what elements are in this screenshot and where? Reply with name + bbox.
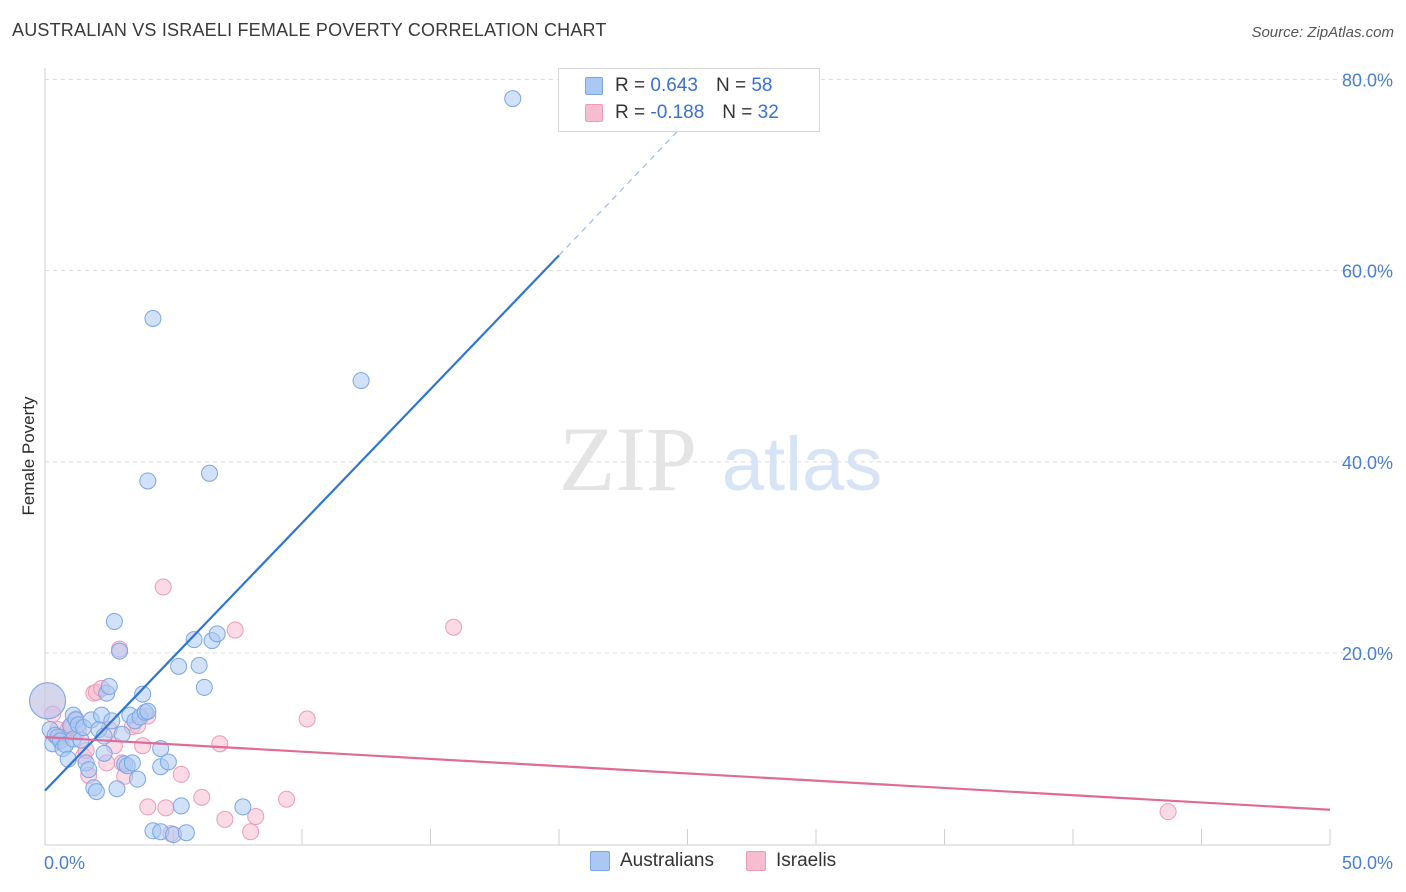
israelis-trend-line bbox=[44, 736, 1331, 811]
australians-trend-line bbox=[44, 254, 560, 792]
australians-point bbox=[95, 744, 113, 762]
israelis-point bbox=[157, 799, 175, 817]
x-tick-labels: 0.0% 50.0% bbox=[44, 853, 1393, 873]
australians-point bbox=[172, 797, 190, 815]
watermark-atlas: atlas bbox=[722, 422, 883, 507]
series-legend: Australians Israelis bbox=[590, 850, 868, 872]
israelis-point bbox=[211, 735, 229, 753]
chart-title: AUSTRALIAN VS ISRAELI FEMALE POVERTY COR… bbox=[12, 20, 607, 40]
israelis-point bbox=[154, 578, 172, 596]
legend-item-australians[interactable]: Australians bbox=[590, 850, 714, 872]
legend-swatch-pink bbox=[746, 851, 766, 871]
australians-point bbox=[100, 677, 118, 695]
y-tick-label: 20.0% bbox=[1342, 644, 1393, 664]
australians-point bbox=[129, 770, 147, 788]
australians-point bbox=[170, 657, 188, 675]
y-tick-label: 40.0% bbox=[1342, 453, 1393, 473]
australians-point bbox=[113, 725, 131, 743]
australians-point bbox=[200, 464, 218, 482]
israelis-point bbox=[134, 737, 152, 755]
legend-row-israelis: R = -0.188 N = 32 bbox=[585, 100, 779, 126]
y-tick-label: 80.0% bbox=[1342, 71, 1393, 91]
israelis-point bbox=[193, 788, 211, 806]
legend-r-label: R = bbox=[615, 102, 646, 123]
australians-point bbox=[123, 754, 141, 772]
australians-point bbox=[111, 642, 129, 660]
australians-point bbox=[504, 90, 522, 108]
australians-point bbox=[108, 780, 126, 798]
legend-swatch-blue bbox=[590, 851, 610, 871]
israelis-point bbox=[247, 807, 265, 825]
legend-item-israelis[interactable]: Israelis bbox=[746, 850, 836, 872]
australians-point bbox=[87, 783, 105, 801]
israelis-points bbox=[29, 578, 1177, 843]
legend-label-australians: Australians bbox=[620, 850, 714, 871]
australians-point bbox=[105, 612, 123, 630]
israelis-point bbox=[1159, 803, 1177, 821]
israelis-point bbox=[445, 618, 463, 636]
australians-point bbox=[134, 685, 152, 703]
legend-swatch-blue bbox=[585, 77, 603, 95]
legend-n-value: 32 bbox=[757, 102, 779, 123]
legend-n-label: N = bbox=[715, 75, 747, 96]
legend-r-value: -0.188 bbox=[650, 102, 705, 123]
legend-r-label: R = bbox=[615, 75, 646, 96]
australians-point bbox=[144, 309, 162, 327]
israelis-point bbox=[172, 765, 190, 783]
legend-n-label: N = bbox=[722, 102, 753, 123]
israelis-point bbox=[216, 810, 234, 828]
australians-point bbox=[352, 372, 370, 390]
australians-point bbox=[139, 702, 157, 720]
y-tick-labels: 20.0% 40.0% 60.0% 80.0% bbox=[1342, 71, 1393, 665]
australians-point bbox=[177, 824, 195, 842]
australians-point bbox=[234, 798, 252, 816]
israelis-point bbox=[278, 790, 296, 808]
legend-r-value: 0.643 bbox=[650, 75, 698, 96]
trend-lines bbox=[44, 93, 1331, 811]
x-tick-label: 50.0% bbox=[1342, 853, 1393, 873]
israelis-point bbox=[139, 798, 157, 816]
watermark-zip: ZIP bbox=[559, 408, 697, 510]
australians-point bbox=[80, 761, 98, 779]
australians-point bbox=[59, 750, 77, 768]
australians-point bbox=[195, 678, 213, 696]
australians-point bbox=[185, 631, 203, 649]
australians-point bbox=[190, 656, 208, 674]
y-tick-label: 60.0% bbox=[1342, 262, 1393, 282]
correlation-legend: R = 0.643 N = 58 R = -0.188 N = 32 bbox=[558, 68, 820, 132]
israelis-point bbox=[298, 710, 316, 728]
australians-point bbox=[29, 682, 67, 720]
legend-swatch-pink bbox=[585, 104, 603, 122]
israelis-point bbox=[226, 621, 244, 639]
watermark: ZIP atlas bbox=[559, 408, 882, 510]
grid-lines bbox=[45, 79, 1392, 654]
australians-trend-extension bbox=[558, 93, 714, 256]
australians-point bbox=[139, 472, 157, 490]
source-label: Source: ZipAtlas.com bbox=[1251, 24, 1394, 41]
legend-label-israelis: Israelis bbox=[776, 850, 837, 871]
australians-point bbox=[208, 625, 226, 643]
legend-row-australians: R = 0.643 N = 58 bbox=[585, 73, 772, 99]
x-tick-label: 0.0% bbox=[44, 853, 85, 873]
australians-point bbox=[159, 753, 177, 771]
legend-n-value: 58 bbox=[751, 75, 773, 96]
israelis-point bbox=[242, 823, 260, 841]
y-axis-label: Female Poverty bbox=[19, 396, 38, 516]
